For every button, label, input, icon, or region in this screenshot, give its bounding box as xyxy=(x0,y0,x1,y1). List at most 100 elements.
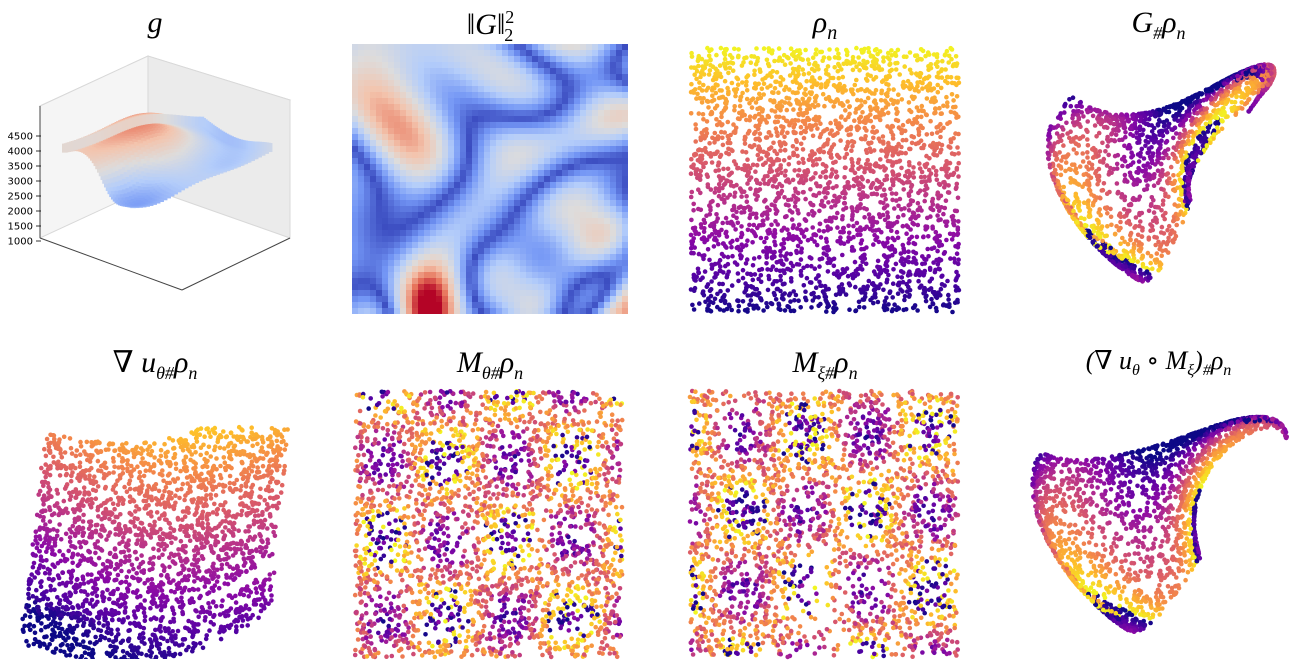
heatmap-cell xyxy=(538,254,545,261)
heatmap-cell xyxy=(502,92,509,99)
heatmap-cell xyxy=(418,98,425,105)
heatmap-cell xyxy=(418,44,425,51)
heatmap-cell xyxy=(388,224,395,231)
heatmap-cell xyxy=(616,152,623,159)
panel-title: ‖G‖22 xyxy=(466,7,515,45)
heatmap-cell xyxy=(364,152,371,159)
heatmap-cell xyxy=(442,290,449,297)
heatmap-cell xyxy=(466,104,473,111)
heatmap-cell xyxy=(502,200,509,207)
heatmap-cell xyxy=(574,80,581,87)
heatmap-cell xyxy=(364,140,371,147)
heatmap-cell xyxy=(424,74,431,81)
heatmap-cell xyxy=(418,176,425,183)
heatmap-cell xyxy=(460,86,467,93)
heatmap-cell xyxy=(466,290,473,297)
heatmap-cell xyxy=(400,116,407,123)
heatmap-cell xyxy=(466,122,473,129)
heatmap-cell xyxy=(460,50,467,57)
heatmap-cell xyxy=(526,152,533,159)
heatmap-cell xyxy=(466,176,473,183)
scatter-point xyxy=(844,266,850,271)
scatter-point xyxy=(821,149,827,155)
heatmap-cell xyxy=(586,182,593,189)
heatmap-cell xyxy=(382,302,389,309)
heatmap-cell xyxy=(508,170,515,177)
heatmap-cell xyxy=(532,272,539,279)
heatmap-cell xyxy=(472,230,479,237)
scatter-point xyxy=(744,88,750,93)
heatmap-cell xyxy=(370,308,377,314)
heatmap-cell xyxy=(604,62,611,69)
scatter-point xyxy=(945,100,950,105)
heatmap-cell xyxy=(382,188,389,195)
heatmap-cell xyxy=(526,188,533,195)
surface-cell xyxy=(188,116,194,126)
heatmap-cell xyxy=(562,68,569,75)
heatmap-cell xyxy=(394,224,401,231)
heatmap-cell xyxy=(484,302,491,309)
heatmap-cell xyxy=(604,242,611,249)
heatmap-cell xyxy=(586,290,593,297)
heatmap-cell xyxy=(484,170,491,177)
heatmap-cell xyxy=(532,104,539,111)
heatmap-cell xyxy=(424,290,431,297)
heatmap-cell xyxy=(442,218,449,225)
scatter-point xyxy=(774,267,779,273)
scatter-point xyxy=(765,304,770,310)
heatmap-cell xyxy=(490,158,497,165)
heatmap-cell xyxy=(358,134,365,141)
heatmap-cell xyxy=(604,308,611,314)
heatmap-cell xyxy=(514,290,521,297)
heatmap-cell xyxy=(412,116,419,123)
heatmap-cell xyxy=(394,218,401,225)
heatmap-cell xyxy=(394,176,401,183)
heatmap-cell xyxy=(580,248,587,255)
heatmap-cell xyxy=(418,278,425,285)
heatmap-cell xyxy=(622,134,628,141)
heatmap-cell xyxy=(526,236,533,243)
heatmap-cell xyxy=(376,296,383,303)
heatmap-cell xyxy=(598,176,605,183)
heatmap-cell xyxy=(568,56,575,63)
heatmap-cell xyxy=(490,278,497,285)
heatmap-cell xyxy=(448,266,455,273)
heatmap-cell xyxy=(544,212,551,219)
heatmap-cell xyxy=(532,296,539,303)
heatmap-cell xyxy=(568,164,575,171)
heatmap-cell xyxy=(610,152,617,159)
scatter-point xyxy=(850,247,855,252)
heatmap-cell xyxy=(430,92,437,99)
heatmap-cell xyxy=(598,272,605,279)
heatmap-cell xyxy=(538,206,545,213)
scatter-point xyxy=(733,89,738,95)
heatmap-cell xyxy=(412,44,419,51)
surface-cell xyxy=(130,175,136,185)
scatter-point xyxy=(800,147,806,152)
heatmap-cell xyxy=(586,68,593,75)
surface-cell xyxy=(72,140,79,150)
heatmap-cell xyxy=(352,194,359,201)
heatmap-cell xyxy=(496,80,503,87)
heatmap-cell xyxy=(568,302,575,309)
heatmap-cell xyxy=(502,146,509,153)
scatter-point xyxy=(725,166,731,172)
heatmap-cell xyxy=(616,128,623,135)
scatter-point xyxy=(731,122,736,127)
heatmap-cell xyxy=(418,254,425,261)
heatmap-cell xyxy=(394,128,401,135)
heatmap-cell xyxy=(406,230,413,237)
heatmap-cell xyxy=(574,296,581,303)
heatmap-cell xyxy=(532,68,539,75)
heatmap-cell xyxy=(544,206,551,213)
heatmap-cell xyxy=(586,98,593,105)
heatmap-cell xyxy=(442,284,449,291)
heatmap-cell xyxy=(568,62,575,69)
scatter-point xyxy=(819,256,825,261)
heatmap-cell xyxy=(586,248,593,255)
heatmap-cell xyxy=(514,242,521,249)
heatmap-cell xyxy=(496,134,503,141)
surface-cell xyxy=(125,160,131,170)
heatmap-cell xyxy=(496,188,503,195)
scatter-point xyxy=(904,169,910,174)
